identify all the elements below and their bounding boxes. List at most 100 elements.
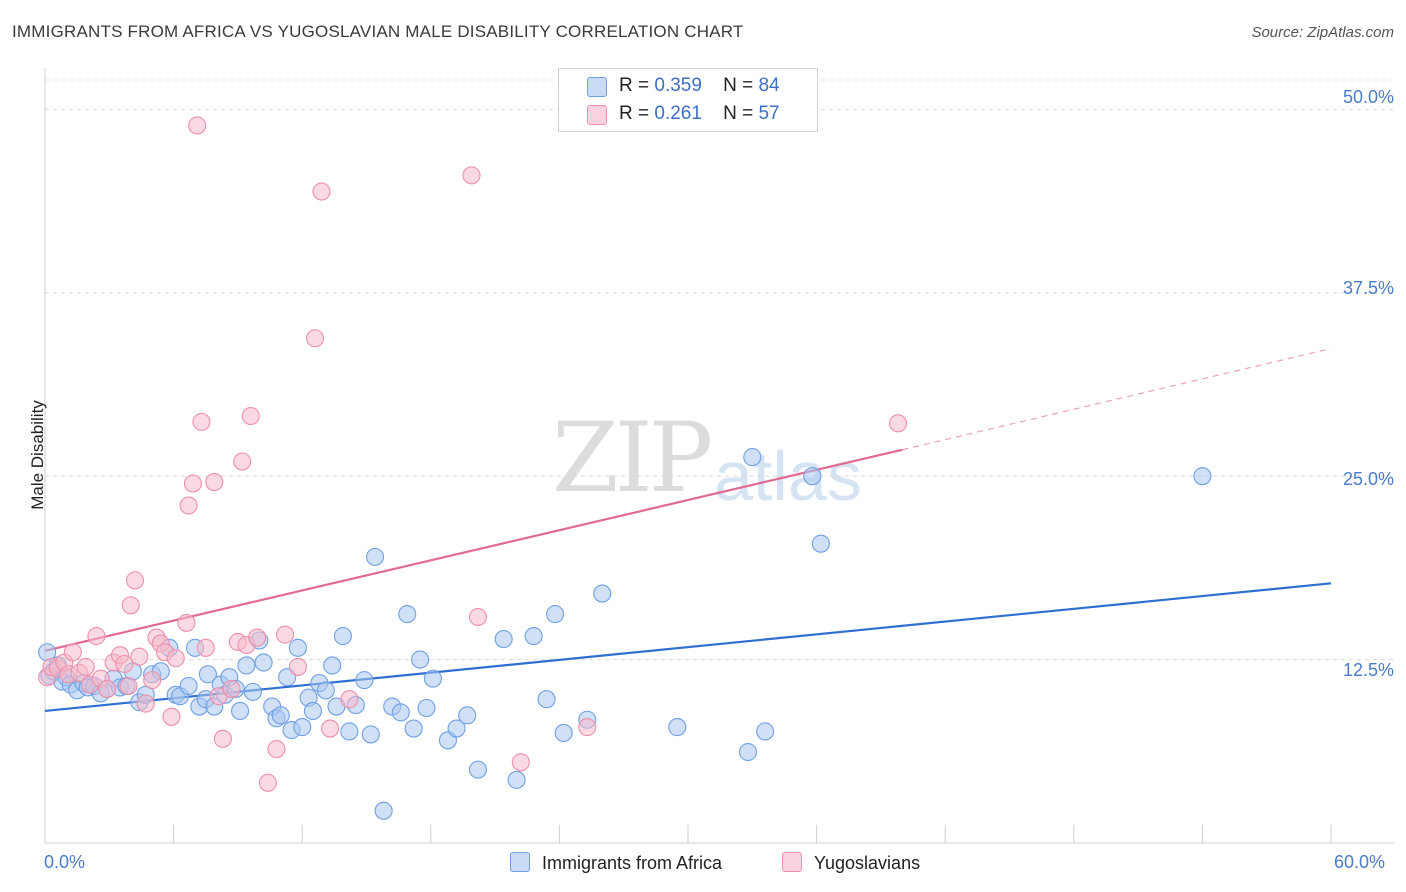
data-point-yugoslavians (340, 690, 359, 709)
data-point-yugoslavians (288, 657, 307, 676)
legend-label: Immigrants from Africa (542, 853, 723, 873)
data-point-yugoslavians (241, 406, 260, 426)
data-point-yugoslavians (143, 671, 162, 690)
data-point-yugoslavians (321, 719, 340, 738)
data-point-africa (288, 638, 307, 657)
trend-line-yugoslavians-extension (902, 347, 1332, 451)
data-point-yugoslavians (462, 166, 481, 185)
africa-legend-swatch (510, 852, 530, 872)
data-point-africa (668, 718, 687, 737)
data-point-yugoslavians (888, 414, 908, 433)
legend-item-yugoslavians[interactable]: Yugoslavians (782, 852, 920, 874)
x-tick-max: 60.0% (1334, 852, 1386, 872)
data-point-yugoslavians (130, 647, 149, 666)
yugoslavians-legend-swatch (782, 852, 802, 872)
data-point-yugoslavians (119, 676, 138, 696)
data-point-yugoslavians (166, 649, 185, 668)
data-point-africa (423, 669, 442, 688)
chart-title: IMMIGRANTS FROM AFRICA VS YUGOSLAVIAN MA… (12, 22, 744, 41)
data-point-africa (743, 448, 762, 467)
data-point-africa (254, 653, 273, 672)
data-point-africa (293, 718, 312, 737)
data-point-africa (524, 627, 543, 646)
data-point-africa (243, 682, 262, 701)
data-point-africa (374, 801, 393, 820)
data-point-africa (811, 534, 830, 553)
data-point-africa (340, 722, 359, 741)
r-value-africa: 0.359 (654, 75, 702, 96)
x-tick-min: 0.0% (44, 852, 86, 872)
data-point-yugoslavians (98, 679, 117, 698)
data-point-africa (756, 722, 775, 741)
data-point-yugoslavians (125, 571, 145, 590)
data-point-africa (198, 665, 217, 684)
legend-item-africa[interactable]: Immigrants from Africa (510, 852, 722, 874)
data-point-yugoslavians (511, 753, 530, 772)
data-point-africa (554, 723, 573, 743)
data-point-africa (404, 719, 423, 738)
r-value-yugoslavians: 0.261 (654, 103, 702, 124)
africa-swatch (587, 77, 607, 97)
data-point-yugoslavians (578, 718, 597, 737)
data-point-africa (237, 656, 256, 675)
data-point-africa (366, 547, 385, 566)
data-point-yugoslavians (136, 694, 155, 713)
data-point-africa (803, 467, 822, 486)
data-point-africa (333, 627, 352, 646)
data-point-africa (593, 584, 612, 603)
data-point-africa (546, 605, 565, 624)
data-point-africa (361, 725, 380, 744)
data-point-yugoslavians (258, 773, 277, 792)
data-point-yugoslavians (312, 182, 331, 201)
axes (44, 68, 1394, 844)
data-point-africa (355, 671, 374, 690)
data-point-africa (398, 605, 417, 624)
data-point-yugoslavians (468, 607, 488, 627)
data-point-yugoslavians (267, 740, 286, 759)
data-point-africa (458, 706, 477, 725)
data-point-africa (468, 760, 488, 779)
data-point-yugoslavians (306, 329, 325, 348)
data-point-yugoslavians (63, 643, 82, 662)
y-tick-label: 12.5% (1342, 660, 1394, 680)
data-point-africa (316, 681, 335, 700)
data-point-yugoslavians (276, 625, 295, 644)
data-point-yugoslavians (87, 627, 106, 646)
data-point-yugoslavians (121, 596, 140, 615)
data-point-africa (537, 690, 556, 709)
data-point-africa (738, 742, 758, 762)
data-point-africa (323, 656, 342, 675)
data-point-yugoslavians (196, 638, 215, 657)
data-point-yugoslavians (213, 729, 232, 748)
stats-legend: R = 0.359 N = 84 R = 0.261 N = 57 (558, 68, 818, 132)
data-point-yugoslavians (192, 412, 211, 431)
n-value-africa: 84 (758, 75, 780, 96)
data-point-yugoslavians (179, 496, 198, 515)
data-point-yugoslavians (162, 707, 181, 726)
data-point-yugoslavians (76, 657, 95, 676)
gridlines (45, 79, 1394, 661)
source-label: Source: ZipAtlas.com (1251, 24, 1394, 41)
data-point-africa (494, 629, 513, 649)
data-point-africa (391, 703, 410, 722)
data-point-africa (179, 676, 198, 696)
data-point-yugoslavians (233, 452, 252, 471)
data-point-yugoslavians (177, 613, 196, 632)
yugoslavians-swatch (587, 105, 607, 125)
data-point-yugoslavians (222, 679, 241, 698)
data-point-yugoslavians (115, 654, 134, 674)
data-point-africa (417, 698, 436, 718)
y-axis-label: Male Disability (27, 400, 47, 510)
data-point-africa (303, 701, 322, 720)
y-tick-label: 25.0% (1342, 469, 1394, 489)
n-value-yugoslavians: 57 (758, 103, 780, 124)
y-tick-label: 50.0% (1342, 87, 1394, 107)
data-point-yugoslavians (248, 628, 267, 647)
data-point-africa (1193, 467, 1212, 486)
data-point-africa (507, 770, 526, 789)
data-point-africa (271, 706, 290, 725)
data-point-yugoslavians (183, 474, 202, 493)
data-point-africa (411, 650, 430, 669)
data-point-yugoslavians (205, 472, 224, 492)
data-point-yugoslavians (188, 116, 207, 135)
